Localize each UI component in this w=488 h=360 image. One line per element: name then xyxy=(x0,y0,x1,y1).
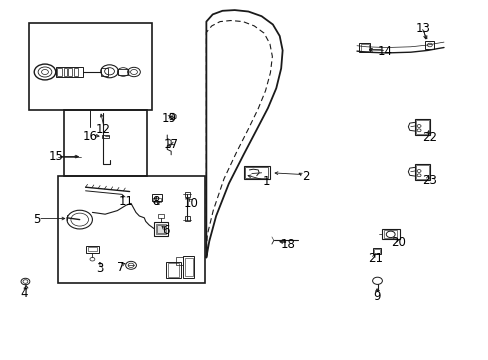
Text: 14: 14 xyxy=(377,45,392,58)
Text: 8: 8 xyxy=(151,195,159,208)
Bar xyxy=(373,249,379,253)
Bar xyxy=(56,67,82,77)
Text: 10: 10 xyxy=(183,197,198,210)
Bar xyxy=(372,248,381,254)
Bar xyxy=(151,194,162,201)
Text: 1: 1 xyxy=(262,175,270,188)
Bar xyxy=(101,68,108,76)
Bar xyxy=(29,23,151,110)
Bar xyxy=(425,41,433,49)
Bar xyxy=(359,43,369,52)
Text: 16: 16 xyxy=(83,130,98,143)
Bar xyxy=(243,166,270,179)
Bar xyxy=(87,247,97,251)
Bar xyxy=(414,119,429,135)
Bar xyxy=(184,258,192,276)
Bar xyxy=(360,44,368,51)
Text: 7: 7 xyxy=(117,261,124,274)
Bar xyxy=(167,263,179,277)
Bar xyxy=(118,69,128,75)
Text: 2: 2 xyxy=(301,170,309,183)
Bar xyxy=(158,214,163,218)
Text: 23: 23 xyxy=(421,174,436,186)
Bar xyxy=(68,68,72,76)
Bar xyxy=(63,110,146,176)
Text: 22: 22 xyxy=(421,131,436,144)
Text: 21: 21 xyxy=(367,252,382,265)
Bar xyxy=(157,225,164,233)
Bar xyxy=(414,164,429,180)
Bar xyxy=(415,120,428,134)
Bar xyxy=(184,192,189,197)
Text: 11: 11 xyxy=(119,195,133,208)
Text: 4: 4 xyxy=(20,287,28,300)
Bar xyxy=(154,222,167,236)
Text: 13: 13 xyxy=(415,22,429,35)
Bar xyxy=(74,68,78,76)
Bar xyxy=(85,246,99,253)
Text: 9: 9 xyxy=(372,291,380,303)
Text: 6: 6 xyxy=(162,224,170,237)
Bar xyxy=(176,257,183,265)
Bar xyxy=(183,256,194,278)
Text: 3: 3 xyxy=(96,262,104,275)
Bar xyxy=(156,224,165,234)
Bar xyxy=(184,216,189,221)
Bar xyxy=(57,68,62,76)
Bar xyxy=(383,230,396,238)
Text: 17: 17 xyxy=(163,138,178,150)
Bar xyxy=(166,262,181,278)
Bar xyxy=(63,68,67,76)
Text: 18: 18 xyxy=(281,238,295,251)
Bar xyxy=(382,229,399,239)
Text: 12: 12 xyxy=(95,123,110,136)
Text: 5: 5 xyxy=(33,213,41,226)
Bar xyxy=(415,165,428,179)
Bar xyxy=(153,198,161,202)
Text: 19: 19 xyxy=(161,112,176,125)
Text: 15: 15 xyxy=(49,150,63,163)
Bar xyxy=(58,176,205,283)
Text: 20: 20 xyxy=(390,237,405,249)
Bar xyxy=(245,167,268,178)
Bar xyxy=(102,135,108,138)
